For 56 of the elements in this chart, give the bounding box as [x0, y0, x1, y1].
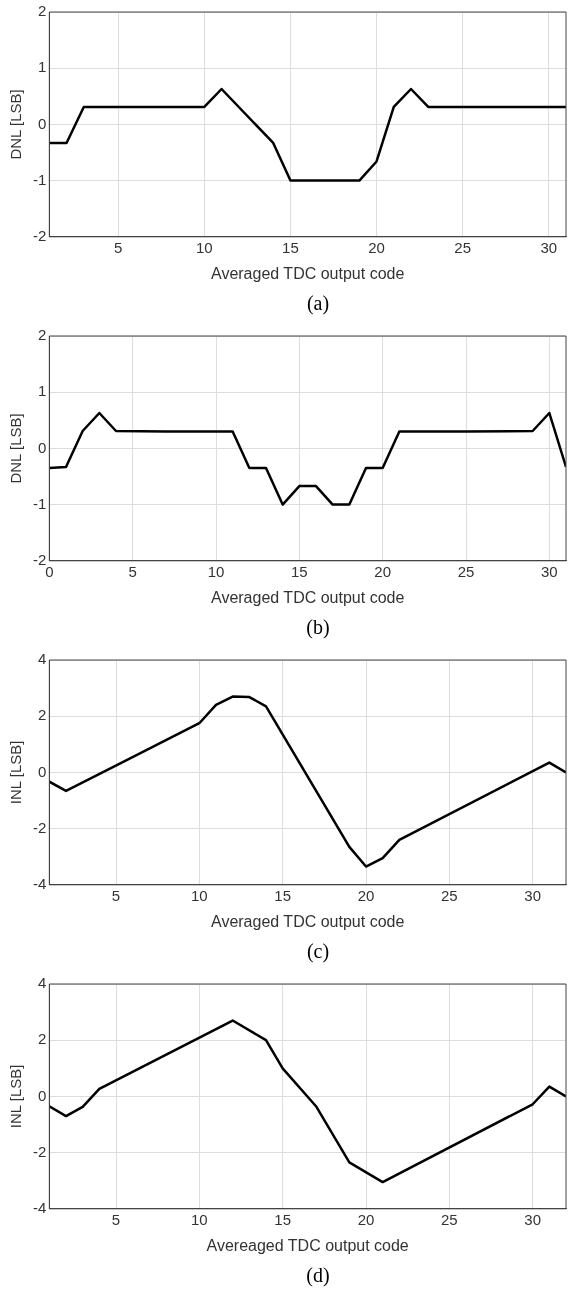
y-axis-title: INL [LSB] [7, 1064, 25, 1129]
x-tick-label: 15 [290, 562, 308, 580]
text: (a) [305, 291, 331, 317]
x-tick-label: 5 [114, 238, 123, 256]
text: (d) [305, 1263, 331, 1288]
x-tick-label: 30 [524, 1210, 542, 1228]
x-tick-label: 5 [111, 886, 121, 904]
y-tick-label: 0 [37, 438, 47, 456]
y-tick-label: -2 [32, 818, 47, 836]
y-tick-label: -4 [32, 874, 47, 892]
x-axis-title: Avereaged TDC output code [206, 1236, 409, 1254]
y-tick-label: 0 [37, 762, 47, 780]
x-tick-label: 15 [274, 1210, 292, 1228]
x-tick-label: 20 [357, 886, 375, 904]
x-tick-label: 25 [457, 562, 475, 580]
x-axis-title: Averaged TDC output code [211, 912, 405, 930]
x-tick-label: 5 [128, 562, 137, 580]
y-axis-title: INL [LSB] [7, 740, 25, 805]
y-tick-label: 1 [37, 58, 47, 76]
x-tick-label: 15 [274, 886, 292, 904]
x-tick-label: 10 [207, 562, 225, 580]
y-tick-label: -4 [32, 1198, 47, 1216]
x-tick-label: 20 [374, 562, 392, 580]
x-tick-label: 30 [540, 562, 558, 580]
x-tick-label: 10 [190, 886, 208, 904]
y-tick-label: 0 [37, 114, 47, 132]
x-tick-label: 5 [111, 1210, 121, 1228]
y-tick-label: 1 [37, 382, 47, 400]
x-tick-label: 15 [282, 238, 299, 256]
y-tick-label: 2 [37, 326, 47, 344]
y-tick-label: -2 [32, 1142, 47, 1160]
x-tick-label: 20 [357, 1210, 375, 1228]
y-axis-title: DNL [LSB] [7, 413, 25, 484]
y-tick-label: -1 [32, 494, 47, 512]
y-tick-label: 4 [37, 974, 47, 992]
x-axis-title: Averaged TDC output code [211, 264, 405, 282]
y-tick-label: -1 [32, 170, 47, 188]
y-tick-label: 2 [37, 706, 47, 724]
y-tick-label: 2 [37, 1030, 47, 1048]
x-tick-label: 20 [368, 238, 385, 256]
x-axis-title: Averaged TDC output code [211, 588, 405, 606]
y-axis-title: DNL [LSB] [7, 89, 25, 160]
x-tick-label: 10 [195, 238, 213, 256]
text: (b) [305, 615, 331, 640]
text: (c) [305, 939, 331, 965]
y-tick-label: 2 [37, 2, 47, 20]
x-tick-label: 25 [454, 238, 472, 256]
x-tick-label: 30 [524, 886, 542, 904]
y-tick-label: 4 [37, 650, 47, 668]
x-tick-label: 30 [540, 238, 558, 256]
x-tick-label: 25 [440, 886, 458, 904]
y-tick-label: -2 [32, 550, 47, 568]
x-tick-label: 25 [440, 1210, 458, 1228]
x-tick-label: 10 [190, 1210, 208, 1228]
y-tick-label: -2 [32, 226, 47, 244]
y-tick-label: 0 [37, 1086, 47, 1104]
